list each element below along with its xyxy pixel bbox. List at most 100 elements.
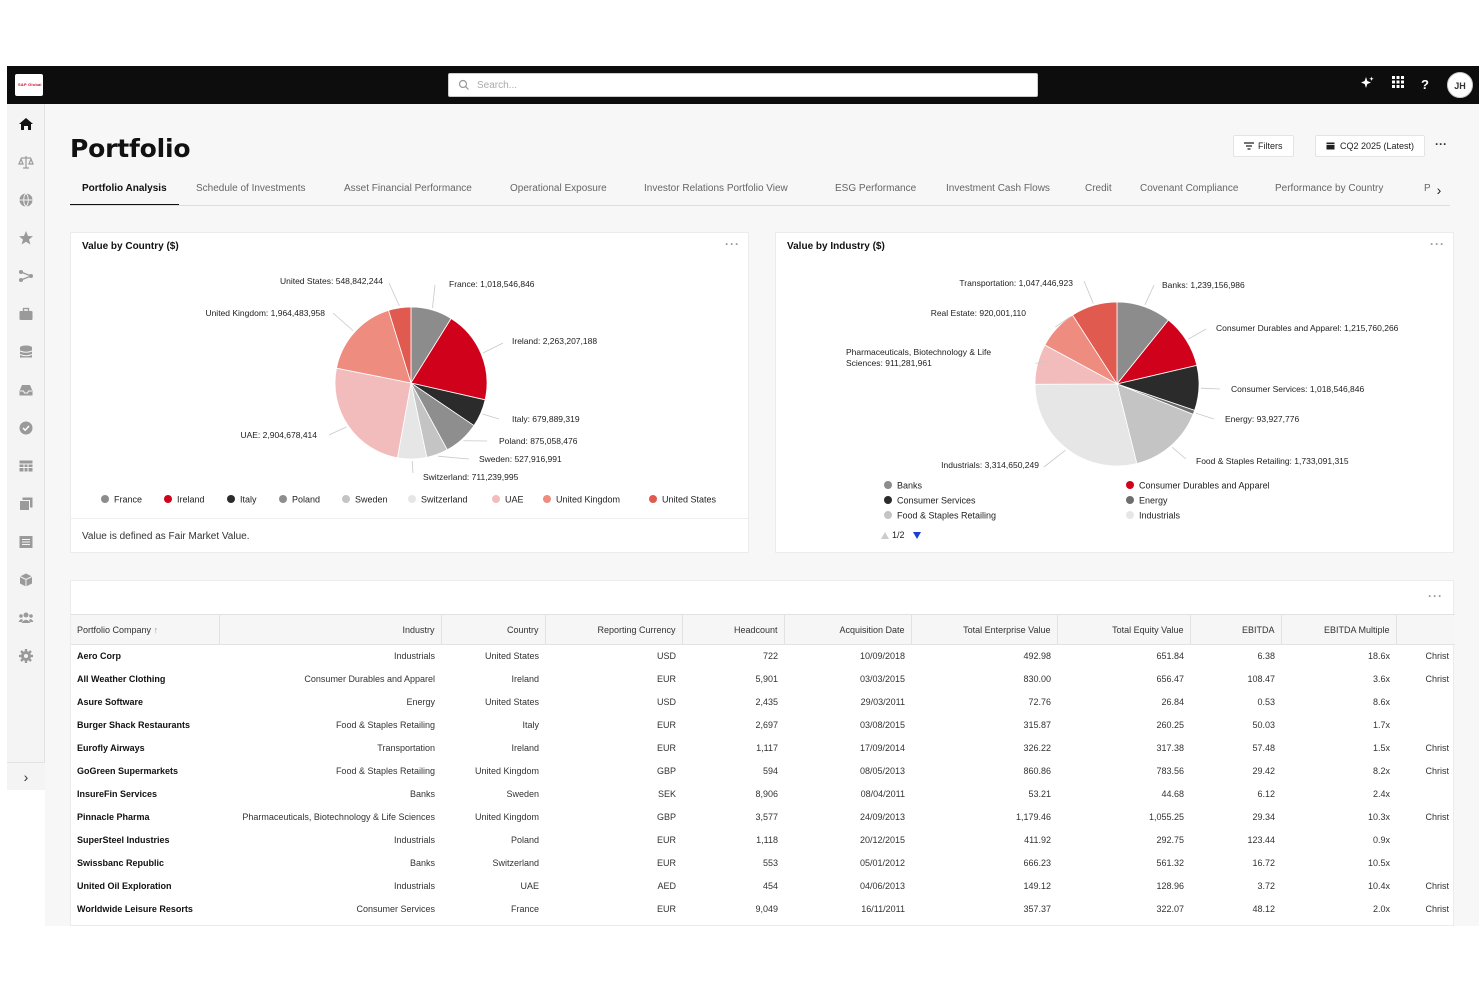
legend-label[interactable]: Ireland: [177, 495, 205, 505]
list-icon[interactable]: [16, 532, 36, 552]
briefcase-icon[interactable]: [16, 304, 36, 324]
sidebar-expand-button[interactable]: ›: [7, 762, 45, 790]
sparkle-icon[interactable]: [1357, 75, 1377, 95]
company-name-cell[interactable]: Asure Software: [77, 697, 144, 707]
table-row[interactable]: InsureFin Services Banks Sweden SEK 8,906 08/…: [71, 783, 1455, 806]
pager-up-icon[interactable]: [881, 532, 889, 539]
col-headcount[interactable]: Headcount: [682, 614, 785, 645]
table-row[interactable]: Aero Corp Industrials United States USD 722 1…: [71, 645, 1455, 668]
legend-label[interactable]: Food & Staples Retailing: [897, 511, 996, 521]
period-selector[interactable]: CQ2 2025 (Latest): [1315, 135, 1426, 157]
legend-label[interactable]: UAE: [505, 495, 524, 505]
table-row[interactable]: Burger Shack Restaurants Food & Staples R…: [71, 714, 1455, 737]
tab-investment-cash-flows[interactable]: Investment Cash Flows: [946, 183, 1050, 194]
table-more-button[interactable]: ···: [1428, 589, 1443, 603]
company-name-cell[interactable]: All Weather Clothing: [77, 674, 166, 684]
tabs-scroll-right-button[interactable]: ›: [1430, 177, 1448, 203]
globe-icon[interactable]: [16, 190, 36, 210]
legend-label[interactable]: United Kingdom: [556, 495, 620, 505]
tab-performance-by-country[interactable]: Performance by Country: [1275, 183, 1384, 194]
legend-label[interactable]: United States: [662, 495, 717, 505]
table-row[interactable]: Worldwide Leisure Resorts Consumer Servic…: [71, 898, 1455, 921]
scales-icon[interactable]: [16, 152, 36, 172]
company-name-cell[interactable]: United Oil Exploration: [77, 881, 172, 891]
pie-slice-industrials[interactable]: [1034, 383, 1138, 467]
help-icon[interactable]: ?: [1421, 77, 1429, 92]
col-acquisition-date[interactable]: Acquisition Date: [784, 614, 912, 645]
col-overflow[interactable]: [1396, 615, 1455, 645]
country-card-more-button[interactable]: ···: [725, 237, 740, 251]
table-row[interactable]: GoGreen Supermarkets Food & Staples Retai…: [71, 760, 1455, 783]
legend-label[interactable]: Industrials: [1139, 511, 1181, 521]
check-circle-icon[interactable]: [16, 418, 36, 438]
search-icon: [458, 79, 469, 90]
pager-down-icon[interactable]: [913, 532, 921, 539]
table-row[interactable]: SuperSteel Industries Industrials Poland EU…: [71, 829, 1455, 852]
tab-asset-financial-performance[interactable]: Asset Financial Performance: [344, 183, 472, 194]
user-avatar[interactable]: JH: [1447, 72, 1473, 98]
company-name-cell[interactable]: Pinnacle Pharma: [77, 812, 150, 822]
table-row[interactable]: United Oil Exploration Industrials UAE AED 4…: [71, 875, 1455, 898]
legend-label[interactable]: Sweden: [355, 495, 388, 505]
pie-slice-food-staples-retailing[interactable]: [1116, 383, 1194, 465]
col-ebitda-multiple[interactable]: EBITDA Multiple: [1281, 614, 1397, 645]
star-icon[interactable]: [16, 228, 36, 248]
col-reporting-currency[interactable]: Reporting Currency: [545, 614, 683, 645]
industry-pie-chart: Banks: 1,239,156,986 Consumer Durables an…: [846, 278, 1399, 540]
company-logo[interactable]: S&P Global: [15, 74, 43, 96]
company-name-cell[interactable]: Burger Shack Restaurants: [77, 720, 191, 730]
col-total-enterprise-value[interactable]: Total Enterprise Value: [911, 614, 1058, 645]
users-icon[interactable]: [16, 608, 36, 628]
tab-schedule-of-investments[interactable]: Schedule of Investments: [196, 183, 306, 194]
tab-portfolio-analysis[interactable]: Portfolio Analysis: [70, 174, 179, 205]
col-country[interactable]: Country: [441, 614, 546, 645]
table-row[interactable]: Pinnacle Pharma Pharmaceuticals, Biotechn…: [71, 806, 1455, 829]
table-row[interactable]: Eurofly Airways Transportation Ireland EUR 1…: [71, 737, 1455, 760]
apps-grid-icon[interactable]: [1388, 75, 1408, 95]
legend-label[interactable]: Italy: [240, 495, 257, 505]
col-total-equity-value[interactable]: Total Equity Value: [1057, 614, 1191, 645]
table-row[interactable]: All Weather Clothing Consumer Durables an…: [71, 668, 1455, 691]
company-name-cell[interactable]: Eurofly Airways: [77, 743, 145, 753]
legend-label[interactable]: Poland: [292, 495, 320, 505]
col-ebitda[interactable]: EBITDA: [1190, 614, 1282, 645]
company-name-cell[interactable]: InsureFin Services: [77, 789, 158, 799]
legend-label[interactable]: France: [114, 495, 142, 505]
tab-investor-relations[interactable]: Investor Relations Portfolio View: [644, 183, 788, 194]
industry-card-more-button[interactable]: ···: [1430, 237, 1445, 251]
legend-label[interactable]: Energy: [1139, 496, 1168, 506]
company-name-cell[interactable]: SuperSteel Industries: [77, 835, 170, 845]
table-row[interactable]: Asure Software Energy United States USD 2,43…: [71, 691, 1455, 714]
page-more-button[interactable]: ···: [1435, 137, 1447, 151]
company-name-cell[interactable]: Aero Corp: [77, 651, 122, 662]
table-row[interactable]: Swissbanc Republic Banks Switzerland EUR 553…: [71, 852, 1455, 875]
table-icon[interactable]: [16, 456, 36, 476]
pie-slice-ireland[interactable]: [410, 317, 488, 401]
share-icon[interactable]: [16, 266, 36, 286]
company-name-cell[interactable]: Swissbanc Republic: [77, 858, 165, 868]
gear-icon[interactable]: [16, 646, 36, 666]
cube-icon[interactable]: [16, 570, 36, 590]
copy-icon[interactable]: [16, 494, 36, 514]
pie-slice-uae[interactable]: [334, 367, 412, 459]
search-input[interactable]: Search...: [448, 73, 1038, 97]
filters-button[interactable]: Filters: [1233, 135, 1294, 157]
company-name-cell[interactable]: Worldwide Leisure Resorts: [77, 904, 193, 914]
pie-slice-united-states[interactable]: [388, 306, 412, 384]
inbox-icon[interactable]: [16, 380, 36, 400]
legend-label[interactable]: Banks: [897, 481, 923, 491]
home-icon[interactable]: [16, 114, 36, 134]
company-name-cell[interactable]: GoGreen Supermarkets: [77, 766, 179, 776]
pie-slice-transportation[interactable]: [1072, 301, 1118, 386]
tab-credit[interactable]: Credit: [1085, 183, 1112, 194]
legend-label[interactable]: Consumer Services: [897, 496, 976, 506]
database-icon[interactable]: [16, 342, 36, 362]
col-portfolio-company[interactable]: Portfolio Company ↑: [71, 614, 220, 645]
tab-esg-performance[interactable]: ESG Performance: [835, 183, 917, 194]
legend-label[interactable]: Switzerland: [421, 495, 468, 505]
legend-label[interactable]: Consumer Durables and Apparel: [1139, 481, 1270, 491]
tab-covenant-compliance[interactable]: Covenant Compliance: [1140, 183, 1239, 194]
tab-operational-exposure[interactable]: Operational Exposure: [510, 183, 607, 194]
pie-slice-united-kingdom[interactable]: [335, 309, 412, 384]
col-industry[interactable]: Industry: [219, 614, 442, 645]
